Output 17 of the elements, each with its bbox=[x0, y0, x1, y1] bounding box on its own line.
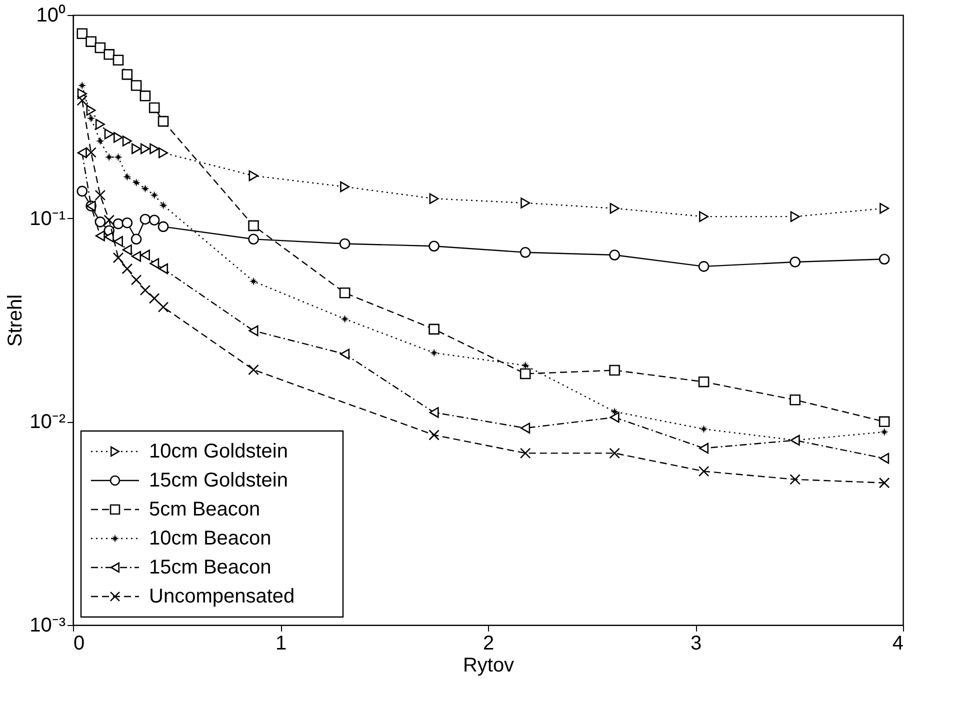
y-tick-label: 10⁻¹ bbox=[30, 208, 66, 230]
y-axis-title: Strehl bbox=[4, 294, 27, 347]
x-axis-title: Rytov bbox=[462, 654, 514, 676]
legend-label: Uncompensated bbox=[149, 586, 295, 608]
y-tick-label: 10⁻² bbox=[30, 411, 66, 434]
x-tick-label: 4 bbox=[892, 632, 904, 654]
x-tick-label: 2 bbox=[482, 632, 494, 654]
y-tick-label: 10⁻³ bbox=[30, 614, 66, 636]
x-tick-label: 3 bbox=[690, 632, 702, 654]
legend-label: 15cm Beacon bbox=[149, 556, 272, 578]
x-tick-label: 1 bbox=[275, 632, 287, 654]
legend-label: 10cm Beacon bbox=[149, 528, 272, 550]
legend-label: 10cm Goldstein bbox=[149, 440, 288, 462]
legend-label: 15cm Goldstein bbox=[149, 470, 288, 492]
legend-label: 5cm Beacon bbox=[149, 498, 260, 520]
y-tick-label: 10⁰ bbox=[36, 4, 66, 26]
x-tick-label: 0 bbox=[74, 632, 85, 654]
